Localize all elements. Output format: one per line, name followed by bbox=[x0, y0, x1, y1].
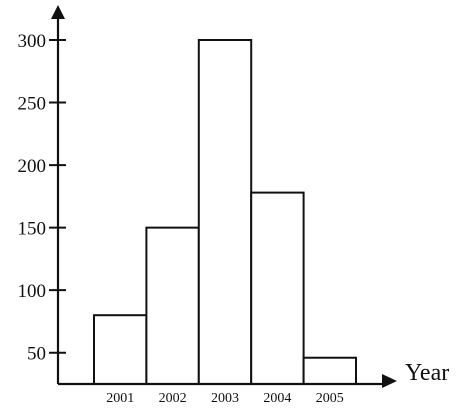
y-axis-arrow-icon bbox=[51, 5, 65, 19]
x-tick-labels-group: 2001 2002 2003 2004 2005 bbox=[106, 391, 344, 406]
y-tick-label-300: 300 bbox=[18, 31, 47, 52]
x-axis-title: Year bbox=[405, 360, 449, 386]
bars-group bbox=[93, 39, 358, 386]
y-tick-label-200: 200 bbox=[18, 156, 47, 177]
x-axis-arrow-icon bbox=[382, 374, 397, 388]
x-tick-label-2003: 2003 bbox=[211, 391, 239, 406]
y-ticks-group: 50 100 150 200 250 300 bbox=[18, 31, 66, 365]
y-tick-label-50: 50 bbox=[27, 344, 46, 365]
x-tick-label-2001: 2001 bbox=[106, 391, 134, 406]
bar-2005 bbox=[302, 356, 358, 385]
bar-2002 bbox=[145, 226, 200, 385]
bar-2004 bbox=[250, 191, 305, 385]
x-tick-label-2002: 2002 bbox=[159, 391, 187, 406]
x-tick-label-2005: 2005 bbox=[316, 391, 344, 406]
axes-group bbox=[51, 5, 397, 388]
y-tick-label-100: 100 bbox=[18, 281, 47, 302]
y-tick-label-150: 150 bbox=[18, 219, 47, 240]
y-tick-label-250: 250 bbox=[18, 94, 47, 115]
bar-2001 bbox=[93, 314, 148, 386]
bar-2003 bbox=[197, 39, 253, 385]
x-tick-label-2004: 2004 bbox=[263, 391, 291, 406]
